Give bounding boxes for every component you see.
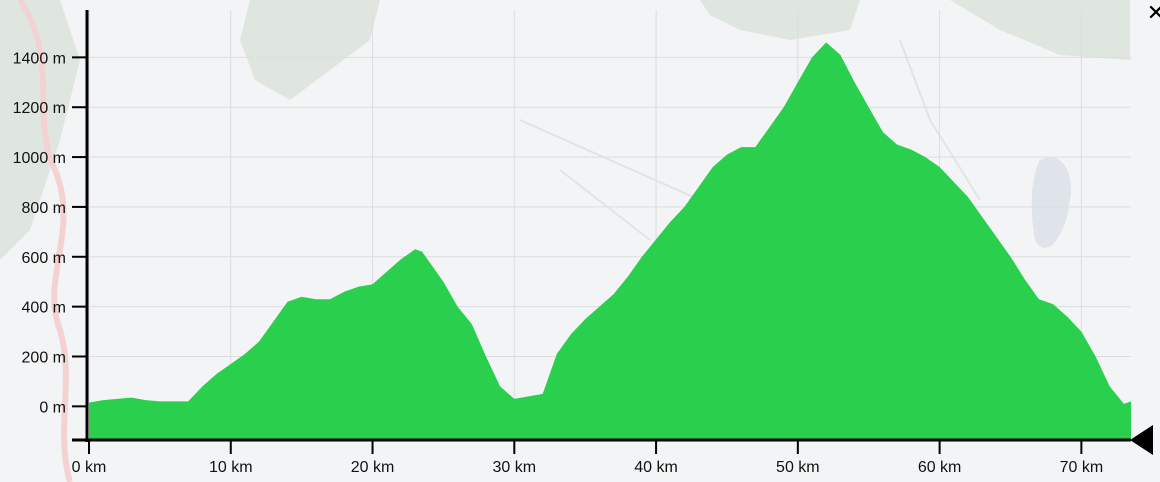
x-tick-label: 10 km [209,459,253,476]
y-tick-label: 200 m [22,349,66,366]
elevation-area [89,42,1131,441]
map-river [17,0,73,482]
y-tick-label: 1000 m [13,150,66,167]
x-tick-label: 50 km [776,459,820,476]
y-tick-label: 800 m [22,200,66,217]
map-forest-patch [0,0,80,260]
x-tick-label: 20 km [351,459,395,476]
y-tick-label: 1400 m [13,50,66,67]
x-tick-label: 60 km [918,459,962,476]
map-forest-patch [240,0,380,100]
x-tick-label: 0 km [72,459,107,476]
map-road [519,39,981,241]
x-tick-label: 70 km [1060,459,1104,476]
y-tick-label: 600 m [22,250,66,267]
map-water [1031,157,1071,248]
end-marker-icon[interactable] [1130,425,1153,455]
close-icon[interactable]: ✕ [1146,1,1160,26]
y-tick-label: 400 m [22,300,66,317]
y-tick-label: 0 m [39,399,66,416]
x-tick-label: 30 km [493,459,537,476]
x-axis-ticks: 0 km 10 km 20 km 30 km 40 km 50 km 60 km 70 km [72,440,1104,476]
y-tick-label: 1200 m [13,100,66,117]
y-axis-ticks: 0 m 200 m 400 m 600 m 800 m 1000 m 1200 m 1400 … [13,50,87,416]
map-forest-patch [950,0,1130,60]
x-tick-label: 40 km [634,459,678,476]
map-forest-patch [700,0,860,40]
